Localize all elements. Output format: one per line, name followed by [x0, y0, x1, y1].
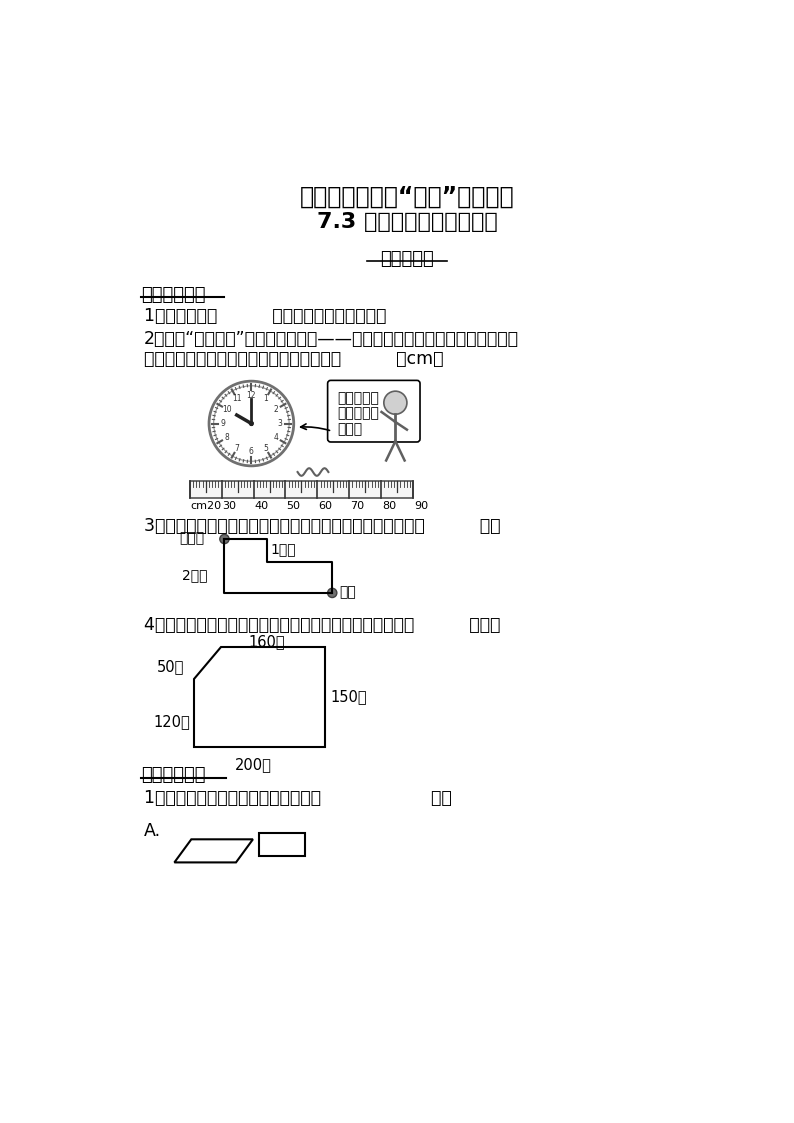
- Text: 150米: 150米: [330, 690, 368, 704]
- Text: 40: 40: [254, 501, 268, 511]
- Text: 学校: 学校: [339, 585, 356, 600]
- Text: 60: 60: [318, 501, 332, 511]
- Text: 2号路: 2号路: [182, 568, 207, 582]
- Text: 50米: 50米: [156, 659, 184, 674]
- Text: 70: 70: [350, 501, 364, 511]
- Bar: [190, 482, 413, 499]
- Text: 6: 6: [249, 447, 254, 457]
- Text: 一周。: 一周。: [337, 422, 362, 436]
- Text: 11: 11: [233, 394, 242, 403]
- Text: 80: 80: [382, 501, 396, 511]
- Text: 二、选择题。: 二、选择题。: [141, 766, 206, 784]
- Text: 9: 9: [221, 419, 225, 428]
- Text: 7: 7: [235, 444, 240, 453]
- Text: 200米: 200米: [235, 757, 272, 772]
- Text: 小明家: 小明家: [179, 531, 205, 546]
- Polygon shape: [194, 647, 325, 747]
- FancyBboxPatch shape: [328, 381, 420, 442]
- Text: 90: 90: [414, 501, 428, 511]
- Text: 1号路: 1号路: [271, 542, 296, 556]
- Text: 2．这是“唐宫夜宴”另一款文创产品——钟表，请你用铅笔描画出它的周长。: 2．这是“唐宫夜宴”另一款文创产品——钟表，请你用铅笔描画出它的周长。: [144, 330, 518, 348]
- Text: 4．下图是一个公园的示意图。杨大伯绕着公园走一圈是（          ）米。: 4．下图是一个公园的示意图。杨大伯绕着公园走一圈是（ ）米。: [144, 617, 500, 634]
- Text: 3: 3: [277, 419, 283, 428]
- Text: 8: 8: [225, 433, 229, 442]
- Text: 120米: 120米: [153, 714, 191, 730]
- Text: 1．下列图形中，周长相等的一组是（                    ）。: 1．下列图形中，周长相等的一组是（ ）。: [144, 789, 451, 807]
- Text: 子围了钟表: 子围了钟表: [337, 407, 379, 421]
- Text: 10: 10: [222, 404, 232, 413]
- Text: 7.3 周长的认识（原卷版）: 7.3 周长的认识（原卷版）: [317, 212, 497, 231]
- Text: 三年级数学上册“双减”作业设计: 三年级数学上册“双减”作业设计: [299, 185, 515, 209]
- Text: A.: A.: [144, 822, 160, 840]
- Text: 我用这根绳: 我用这根绳: [337, 391, 379, 405]
- Text: 基础巩固类: 基础巩固类: [380, 250, 434, 268]
- Text: 5: 5: [263, 444, 268, 453]
- Text: 一、填空题。: 一、填空题。: [141, 285, 206, 303]
- Circle shape: [249, 421, 253, 426]
- Text: 160米: 160米: [249, 633, 285, 649]
- Text: 12: 12: [247, 391, 256, 400]
- Text: 小珂用绳了测量了它的周长，它的周长是（          ）cm。: 小珂用绳了测量了它的周长，它的周长是（ ）cm。: [144, 350, 443, 368]
- Text: 1．封闭图形（          ）的长度，是它的周长。: 1．封闭图形（ ）的长度，是它的周长。: [144, 308, 386, 326]
- Text: 3．小明从家到学校有两条路可以走（如下图）两条路相比（          ）。: 3．小明从家到学校有两条路可以走（如下图）两条路相比（ ）。: [144, 517, 500, 535]
- Text: 2: 2: [274, 404, 279, 413]
- Text: 30: 30: [222, 501, 237, 511]
- Text: 4: 4: [274, 433, 279, 442]
- Text: 50: 50: [287, 501, 300, 511]
- Circle shape: [328, 588, 337, 597]
- Polygon shape: [175, 839, 253, 862]
- Circle shape: [220, 535, 229, 544]
- Circle shape: [384, 391, 407, 414]
- Text: cm20: cm20: [191, 501, 222, 511]
- Bar: [259, 833, 305, 856]
- Text: 1: 1: [264, 394, 268, 403]
